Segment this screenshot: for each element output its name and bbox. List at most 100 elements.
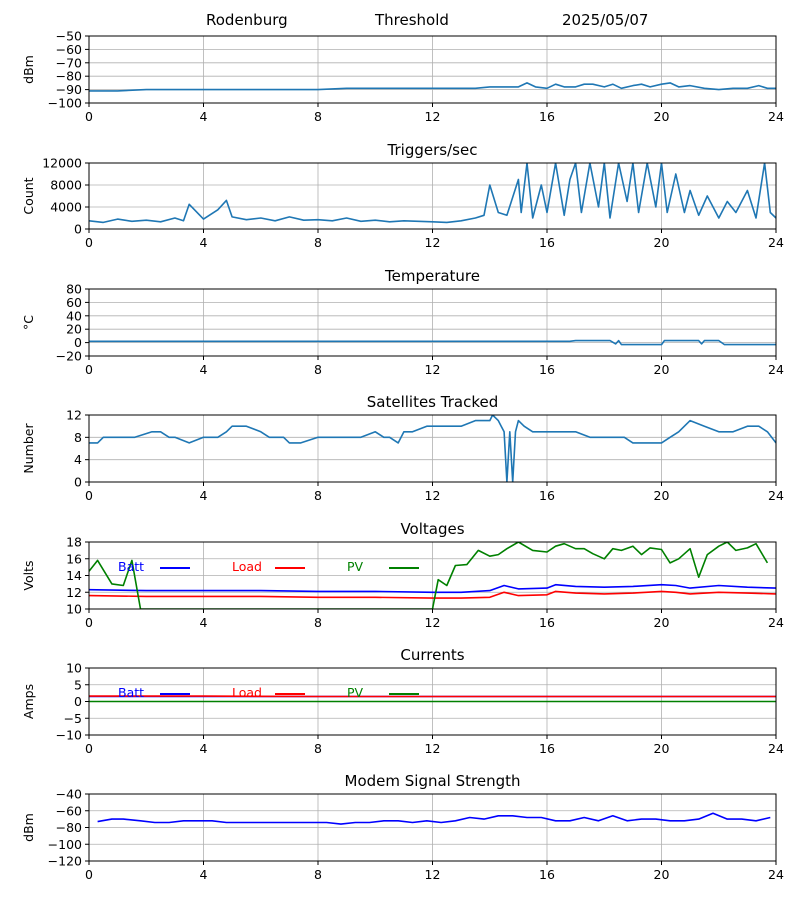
y-tick-label: 16 [66,551,82,566]
series-line-2 [89,542,769,609]
chart-panel-6: 0 4 8 12 16 20 24 −120 −100 −80 −60−40 Modem Signal… [21,772,784,882]
x-tick-label: 20 [654,488,670,503]
chart-title: Satellites Tracked [367,393,498,411]
series-line-0 [89,163,776,224]
y-tick-label: −70 [56,55,82,70]
x-tick-label: 12 [425,362,441,377]
x-tick-label: 8 [314,488,322,503]
x-tick-label: 4 [200,362,208,377]
y-tick-label: 12 [66,408,82,423]
station-name: Rodenburg [206,11,288,29]
legend-label: Load [232,685,262,700]
y-axis-label: dBm [21,55,36,84]
x-tick-label: 20 [654,235,670,250]
x-tick-label: 16 [539,235,555,250]
x-tick-label: 12 [425,235,441,250]
x-tick-label: 24 [768,741,784,756]
chart-panel-0: 0 4 8 12 16 20 24 −100−90−80−70−60−50 dBm [21,29,784,125]
x-tick-label: 24 [768,867,784,882]
y-tick-label: 10 [66,602,82,617]
chart-title: Temperature [384,267,480,285]
y-tick-label: −120 [48,854,82,869]
x-tick-label: 16 [539,615,555,630]
y-tick-label: 12000 [42,156,82,171]
x-tick-label: 12 [425,109,441,124]
legend-label: Batt [118,559,144,574]
y-tick-label: −5 [64,711,82,726]
y-tick-label: −100 [48,837,82,852]
chart-panel-1: 0 4 8 12 16 20 24 0 4000 8000 12000 Triggers/sec Cou… [21,141,784,250]
legend-label: Load [232,559,262,574]
x-tick-label: 16 [539,741,555,756]
y-tick-label: −80 [56,69,82,84]
x-tick-label: 4 [200,867,208,882]
y-tick-label: 10 [66,661,82,676]
y-tick-label: −60 [56,803,82,818]
x-tick-label: 4 [200,615,208,630]
x-tick-label: 24 [768,615,784,630]
series-line-0 [89,415,776,482]
x-tick-label: 20 [654,362,670,377]
y-axis-label: Volts [21,560,36,590]
x-tick-label: 4 [200,488,208,503]
x-tick-label: 24 [768,235,784,250]
series-line-0 [89,339,776,346]
x-tick-label: 12 [425,867,441,882]
y-tick-label: 14 [66,568,82,583]
y-tick-label: 60 [66,295,82,310]
series-line-0 [89,82,776,92]
report-date: 2025/05/07 [562,11,649,29]
x-tick-label: 0 [85,488,93,503]
x-tick-label: 20 [654,867,670,882]
y-tick-label: 0 [74,335,82,350]
y-tick-label: −20 [56,349,82,364]
y-tick-label: 0 [74,475,82,490]
x-tick-label: 0 [85,741,93,756]
x-tick-label: 0 [85,615,93,630]
x-tick-label: 8 [314,741,322,756]
trigger-mode: Threshold [375,11,449,29]
y-tick-label: 8000 [50,178,82,193]
y-tick-label: 12 [66,585,82,600]
legend-label: PV [347,559,364,574]
x-tick-label: 12 [425,488,441,503]
x-tick-label: 20 [654,741,670,756]
x-tick-label: 4 [200,109,208,124]
x-tick-label: 20 [654,109,670,124]
x-tick-label: 4 [200,741,208,756]
y-tick-label: −80 [56,820,82,835]
y-tick-label: 40 [66,308,82,323]
x-tick-label: 16 [539,488,555,503]
x-tick-label: 24 [768,362,784,377]
x-tick-label: 8 [314,362,322,377]
y-tick-label: −50 [56,29,82,44]
series-line-0 [97,812,771,825]
x-tick-label: 24 [768,488,784,503]
legend-label: Batt [118,685,144,700]
y-tick-label: 4000 [50,200,82,215]
y-axis-label: dBm [21,813,36,842]
y-tick-label: −90 [56,82,82,97]
y-tick-label: 5 [74,677,82,692]
x-tick-label: 20 [654,615,670,630]
y-axis-label: Amps [21,684,36,719]
y-tick-label: 80 [66,282,82,297]
series-line-1 [89,590,776,599]
y-tick-label: 8 [74,430,82,445]
legend-label: PV [347,685,364,700]
x-tick-label: 8 [314,235,322,250]
y-tick-label: −40 [56,787,82,802]
chart-title: Voltages [400,520,464,538]
x-tick-label: 0 [85,867,93,882]
x-tick-label: 4 [200,235,208,250]
y-tick-label: 20 [66,322,82,337]
y-tick-label: 0 [74,694,82,709]
chart-title: Triggers/sec [387,141,478,159]
y-tick-label: 0 [74,222,82,237]
x-tick-label: 0 [85,362,93,377]
y-axis-label: Count [21,177,36,214]
